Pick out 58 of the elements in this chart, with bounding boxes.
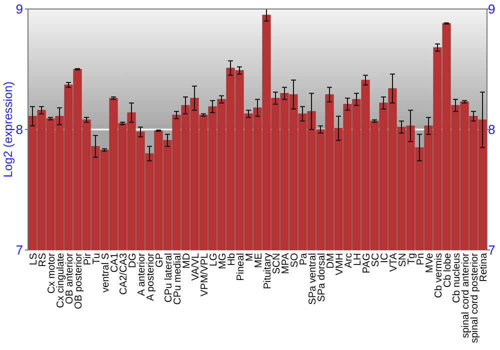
x-tick-label: VMH <box>334 253 346 276</box>
x-tick-label: SCN <box>272 253 282 274</box>
x-tick-label: LG <box>208 252 220 266</box>
x-tick-label: OB anterior <box>64 252 76 304</box>
x-tick-label: SN <box>398 253 408 267</box>
x-tick-label: OB posterior <box>74 252 84 310</box>
x-tick-label: Tg <box>406 253 418 265</box>
x-tick-label: SO <box>290 252 300 268</box>
x-tick-label: CPu lateral <box>164 253 174 302</box>
x-tick-label: ventral S <box>100 252 112 292</box>
y-tick-label: 8 <box>16 122 23 138</box>
y-tick-label: 7 <box>16 242 23 258</box>
y2-tick-label: 7 <box>488 242 496 258</box>
x-tick-label: PAG <box>362 252 372 274</box>
y-axis-title: Log2 (expression) <box>1 81 15 178</box>
y-tick-label: 9 <box>16 2 23 17</box>
x-tick-label: GP <box>154 252 166 268</box>
x-tick-label: Cb lobe <box>442 252 454 288</box>
x-tick-label: Retina <box>478 252 490 282</box>
x-tick-label: VPM/VPL <box>200 252 210 296</box>
x-tick-label: Arc <box>344 253 354 268</box>
x-tick-label: LS <box>28 252 40 266</box>
x-tick-label: Cb nucleus <box>452 253 462 304</box>
x-tick-label: DM <box>326 253 336 269</box>
x-tick-label: Pituitary <box>262 253 274 290</box>
x-tick-label: MVe <box>424 252 436 274</box>
x-tick-label: MG <box>218 252 228 270</box>
x-tick-label: Pineal <box>236 253 246 281</box>
x-tick-label: SPa dorsal <box>316 253 328 302</box>
x-tick-label: A anterior <box>136 252 148 296</box>
x-tick-label: Cx cingulate <box>56 252 66 308</box>
x-tick-label: M <box>244 253 256 262</box>
x-tick-label: Cb vermis <box>434 253 444 298</box>
x-tick-label: SC <box>370 253 382 267</box>
x-tick-label: Hb <box>226 252 238 266</box>
x-tick-label: A posterior <box>146 252 156 301</box>
x-tick-label: Cx motor <box>46 252 58 294</box>
x-tick-label: RS <box>38 252 48 267</box>
x-tick-label: MPA <box>280 252 292 274</box>
x-tick-label: VA/VL <box>190 252 202 281</box>
x-tick-label: CA1 <box>110 252 120 272</box>
y2-tick-label: 8 <box>488 122 496 138</box>
x-tick-label: LH <box>352 253 364 266</box>
x-tick-label: Pir <box>82 252 94 266</box>
x-tick-label: Pn <box>416 253 426 266</box>
x-tick-label: DG <box>128 252 138 268</box>
x-tick-label: VTA <box>388 252 400 272</box>
x-tick-label: CA2/CA3 <box>118 252 130 295</box>
x-tick-label: SPa ventral <box>308 253 318 305</box>
y2-tick-label: 9 <box>488 2 496 17</box>
x-tick-label: ME <box>254 252 264 268</box>
x-tick-label: Pa <box>298 252 310 266</box>
x-tick-label: MD <box>182 253 192 269</box>
x-tick-label: IC <box>380 253 390 263</box>
x-tick-label: spinal cord anterior <box>460 252 472 338</box>
x-tick-label: Tu <box>92 253 102 264</box>
x-tick-label: spinal cord posterior <box>470 252 480 344</box>
x-tick-label: CPu medial <box>172 253 184 305</box>
